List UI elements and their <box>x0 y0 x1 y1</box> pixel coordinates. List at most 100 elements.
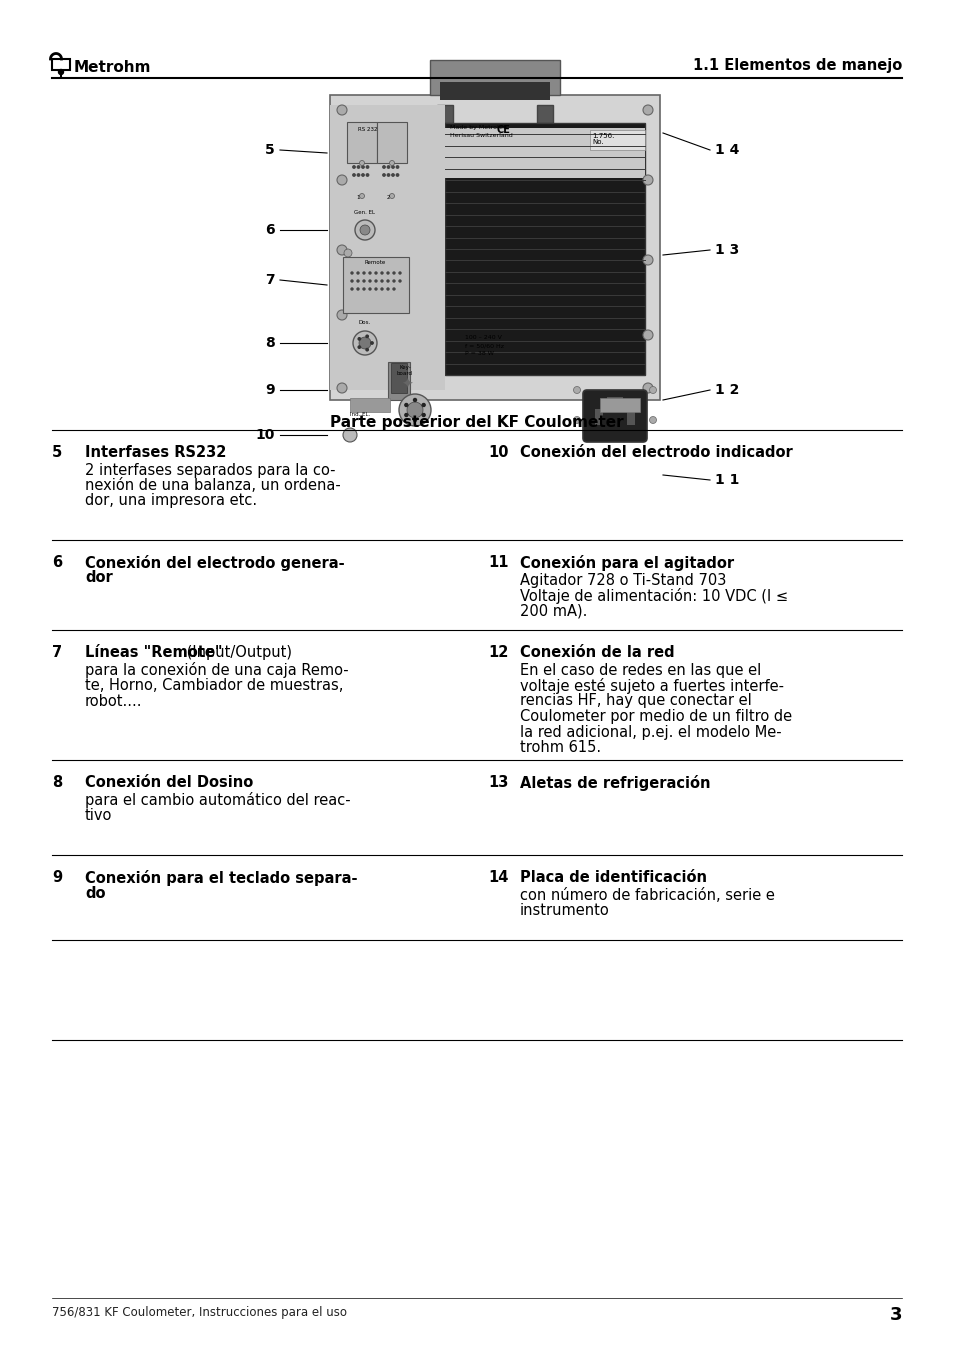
Circle shape <box>336 105 347 115</box>
Circle shape <box>375 280 376 282</box>
Text: dor: dor <box>85 570 112 585</box>
Text: 14: 14 <box>488 870 508 885</box>
Text: 6: 6 <box>265 223 274 236</box>
Text: Coulometer por medio de un filtro de: Coulometer por medio de un filtro de <box>519 709 791 724</box>
Text: rencias HF, hay que conectar el: rencias HF, hay que conectar el <box>519 693 751 708</box>
Circle shape <box>404 404 408 407</box>
Circle shape <box>422 404 425 407</box>
Text: RS 232: RS 232 <box>357 127 377 132</box>
Text: 10: 10 <box>488 444 508 459</box>
Text: 8: 8 <box>265 336 274 350</box>
Text: Herisau Switzerland: Herisau Switzerland <box>450 132 512 138</box>
FancyBboxPatch shape <box>347 122 376 163</box>
FancyBboxPatch shape <box>582 390 646 442</box>
Text: En el caso de redes en las que el: En el caso de redes en las que el <box>519 662 760 677</box>
Text: para el cambio automático del reac-: para el cambio automático del reac- <box>85 793 351 808</box>
Circle shape <box>336 382 347 393</box>
Text: 1 4: 1 4 <box>714 143 739 157</box>
Circle shape <box>359 226 370 235</box>
Circle shape <box>642 105 652 115</box>
Text: 1 3: 1 3 <box>714 243 739 257</box>
Circle shape <box>387 288 389 290</box>
Text: Voltaje de alimentación: 10 VDC (I ≤: Voltaje de alimentación: 10 VDC (I ≤ <box>519 588 787 604</box>
Circle shape <box>392 166 394 169</box>
Text: voltaje esté sujeto a fuertes interfe-: voltaje esté sujeto a fuertes interfe- <box>519 678 783 694</box>
Text: 756/831 KF Coulometer, Instrucciones para el uso: 756/831 KF Coulometer, Instrucciones par… <box>52 1306 347 1319</box>
Circle shape <box>336 309 347 320</box>
Circle shape <box>353 331 376 355</box>
Circle shape <box>642 330 652 340</box>
Circle shape <box>404 413 408 416</box>
Circle shape <box>389 193 395 199</box>
Text: P = 38 W: P = 38 W <box>464 351 494 357</box>
FancyBboxPatch shape <box>444 123 644 376</box>
Text: 2: 2 <box>386 195 390 200</box>
Text: 3: 3 <box>888 1306 901 1324</box>
Circle shape <box>369 288 371 290</box>
Text: 7: 7 <box>265 273 274 286</box>
Text: 5: 5 <box>52 444 62 459</box>
Circle shape <box>356 288 358 290</box>
Text: para la conexión de una caja Remo-: para la conexión de una caja Remo- <box>85 662 348 678</box>
Circle shape <box>369 272 371 274</box>
Text: 11: 11 <box>488 555 508 570</box>
FancyBboxPatch shape <box>595 409 602 426</box>
Text: f = 50/60 Hz: f = 50/60 Hz <box>464 343 503 349</box>
Text: 9: 9 <box>52 870 62 885</box>
Text: instrumento: instrumento <box>519 902 609 917</box>
Text: 7: 7 <box>52 644 62 661</box>
Text: Conexión del Dosino: Conexión del Dosino <box>85 775 253 790</box>
Text: Placa de identificación: Placa de identificación <box>519 870 706 885</box>
Text: 200 mA).: 200 mA). <box>519 604 587 619</box>
Text: Aletas de refrigeración: Aletas de refrigeración <box>519 775 710 790</box>
FancyBboxPatch shape <box>439 82 550 100</box>
Text: 1.1 Elementos de manejo: 1.1 Elementos de manejo <box>692 58 901 73</box>
Circle shape <box>356 272 358 274</box>
Circle shape <box>649 416 656 423</box>
Circle shape <box>642 382 652 393</box>
FancyBboxPatch shape <box>376 122 407 163</box>
Text: 100 – 240 V: 100 – 240 V <box>464 335 501 340</box>
Circle shape <box>366 174 368 176</box>
Text: 5: 5 <box>265 143 274 157</box>
Text: Conexión del electrodo indicador: Conexión del electrodo indicador <box>519 444 792 459</box>
Text: Conexión para el teclado separa-: Conexión para el teclado separa- <box>85 870 357 886</box>
Text: 13: 13 <box>488 775 508 790</box>
Text: tivo: tivo <box>85 808 112 823</box>
Circle shape <box>387 280 389 282</box>
Text: trohm 615.: trohm 615. <box>519 740 600 755</box>
Circle shape <box>398 280 400 282</box>
Text: 10: 10 <box>255 428 274 442</box>
Text: (Input/Output): (Input/Output) <box>182 644 292 661</box>
FancyBboxPatch shape <box>391 363 407 393</box>
Circle shape <box>393 280 395 282</box>
Circle shape <box>392 174 394 176</box>
FancyBboxPatch shape <box>430 59 559 95</box>
FancyBboxPatch shape <box>626 409 635 426</box>
Circle shape <box>358 336 371 349</box>
Circle shape <box>357 174 359 176</box>
Text: Conexión del electrodo genera-: Conexión del electrodo genera- <box>85 555 344 571</box>
FancyBboxPatch shape <box>330 105 444 390</box>
Text: Agitador 728 o Ti-Stand 703: Agitador 728 o Ti-Stand 703 <box>519 573 725 588</box>
Text: 6: 6 <box>52 555 62 570</box>
Circle shape <box>366 335 368 338</box>
FancyBboxPatch shape <box>606 397 622 407</box>
Circle shape <box>395 166 398 169</box>
Circle shape <box>359 193 364 199</box>
FancyBboxPatch shape <box>444 128 644 178</box>
Circle shape <box>389 161 395 166</box>
Circle shape <box>351 272 353 274</box>
Text: te, Horno, Cambiador de muestras,: te, Horno, Cambiador de muestras, <box>85 678 343 693</box>
Text: Made by Metrohm: Made by Metrohm <box>450 126 507 130</box>
Circle shape <box>387 272 389 274</box>
Circle shape <box>355 220 375 240</box>
Circle shape <box>375 272 376 274</box>
Circle shape <box>336 245 347 255</box>
Circle shape <box>398 394 431 426</box>
FancyBboxPatch shape <box>589 130 644 150</box>
Circle shape <box>366 349 368 351</box>
Circle shape <box>353 166 355 169</box>
Text: nexión de una balanza, un ordena-: nexión de una balanza, un ordena- <box>85 478 340 493</box>
Circle shape <box>359 161 364 166</box>
